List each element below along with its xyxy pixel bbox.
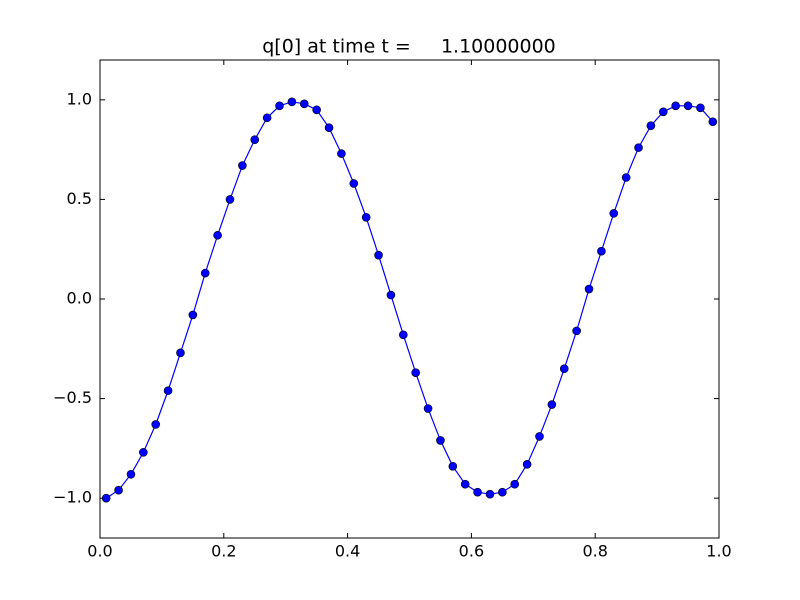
data-point [522, 460, 532, 469]
x-tick-label: 0.6 [459, 542, 484, 561]
data-point [225, 195, 235, 204]
data-point [399, 330, 408, 340]
data-point [510, 479, 520, 489]
data-point [114, 485, 123, 495]
data-point [572, 326, 581, 336]
data-point [324, 123, 334, 133]
y-tick-label: 1.0 [67, 89, 92, 108]
data-point [151, 420, 161, 429]
data-point [547, 400, 557, 409]
data-point [250, 135, 260, 144]
data-point [337, 149, 346, 158]
data-point [238, 161, 247, 170]
data-point [262, 113, 272, 123]
data-point [126, 469, 136, 479]
plot-frame [99, 59, 720, 539]
x-tick-label: 0.8 [582, 542, 607, 561]
data-point [485, 489, 495, 499]
data-point [200, 268, 210, 278]
data-point [349, 179, 359, 188]
data-point [448, 461, 458, 471]
data-point [658, 107, 668, 117]
data-point [188, 310, 198, 320]
data-point [275, 101, 284, 111]
data-point [460, 479, 470, 489]
data-point [621, 173, 631, 182]
data-point [101, 493, 111, 503]
data-point [559, 364, 569, 374]
data-point [411, 368, 420, 377]
data-point [139, 448, 148, 457]
data-point [213, 230, 222, 240]
data-point [683, 101, 693, 111]
data-point [436, 436, 445, 445]
data-point [176, 348, 185, 358]
x-tick-label: 0.2 [211, 542, 236, 561]
data-point [287, 97, 297, 107]
data-point [646, 121, 656, 131]
data-point [473, 487, 482, 497]
y-tick-label: −0.5 [53, 388, 92, 407]
data-point [498, 487, 507, 497]
data-point [386, 290, 396, 300]
data-point [634, 143, 643, 152]
data-point [423, 404, 433, 413]
x-tick-label: 0.4 [335, 542, 360, 561]
data-point [163, 386, 173, 395]
data-line [105, 101, 714, 499]
chart-title: q[0] at time t = 1.10000000 [262, 36, 556, 58]
data-point [374, 250, 383, 260]
data-point [312, 105, 321, 115]
data-point [584, 284, 594, 294]
x-tick-label: 0.0 [87, 542, 112, 561]
y-tick-label: 0.0 [67, 289, 92, 308]
data-point [609, 209, 619, 218]
data-point [671, 101, 680, 111]
data-point [535, 432, 544, 441]
x-tick-label: 1.0 [706, 542, 731, 561]
data-point [696, 103, 705, 113]
data-point [708, 117, 718, 127]
data-point [299, 99, 309, 109]
y-tick-label: 0.5 [67, 189, 92, 208]
data-point [597, 246, 606, 256]
y-tick-label: −1.0 [53, 488, 92, 507]
data-point [361, 213, 371, 222]
